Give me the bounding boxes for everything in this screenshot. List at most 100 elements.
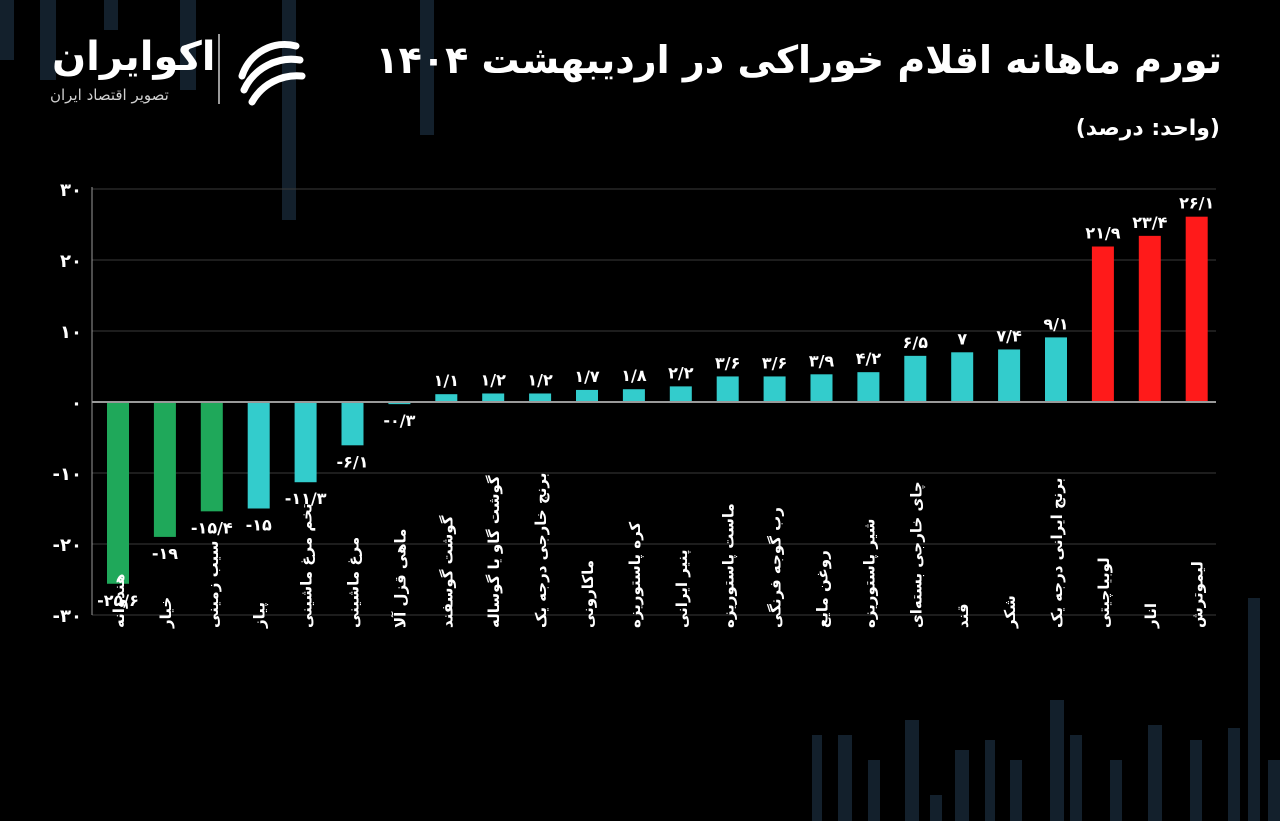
bar: [1091, 246, 1114, 402]
bar: [576, 389, 598, 402]
decor-bar: [1148, 725, 1162, 821]
bar-value-label: -۱۵/۴: [191, 518, 233, 537]
x-tick-label: کره پاستوریزه: [626, 522, 645, 628]
y-tick-label: -۲۰: [53, 535, 82, 556]
bar: [482, 393, 505, 402]
bar-value-label: -۱۹: [152, 544, 178, 563]
decor-bar: [1190, 740, 1202, 821]
decor-bar: [930, 795, 942, 821]
decor-bar: [812, 735, 822, 821]
bar-value-label: ۲۶/۱: [1179, 194, 1214, 213]
decor-bar: [1070, 735, 1082, 821]
chart-unit-label: (واحد: درصد): [1075, 116, 1220, 141]
decor-bar: [40, 0, 56, 80]
ecoiran-logo-icon: [238, 41, 306, 106]
decor-bar: [1228, 728, 1240, 821]
x-tick-label: خیار: [157, 597, 175, 629]
bar-value-label: ۳/۶: [715, 353, 740, 372]
bar-value-label: ۱/۸: [621, 366, 647, 385]
x-tick-label: ماکارونی: [579, 560, 597, 628]
bar: [200, 402, 223, 512]
bar: [388, 402, 411, 405]
decor-bar: [905, 720, 919, 821]
y-tick-label: ۱۰: [60, 322, 82, 343]
decor-bar: [1268, 760, 1280, 821]
bar: [435, 394, 458, 402]
bar-value-label: -۱۵: [246, 516, 272, 535]
bar: [153, 402, 176, 537]
x-tick-label: تخم مرغ ماشینی: [298, 503, 316, 628]
chart-value-labels: -۲۵/۶ -۱۹ -۱۵/۴ -۱۵ -۱۱/۳ -۶/۱ -۰/۳ ۱/۱ ۱/۲ ۱/۲ ۱/…: [97, 194, 1214, 610]
bar-value-label: ۹/۱: [1043, 314, 1068, 333]
bar-value-label: ۲۱/۹: [1085, 224, 1120, 243]
bar: [107, 402, 129, 584]
bar-value-label: -۶/۱: [336, 452, 368, 471]
bar: [1185, 216, 1208, 402]
bar-value-label: ۲/۲: [668, 363, 694, 382]
bar: [951, 352, 974, 402]
bar-value-label: -۲۵/۶: [97, 591, 139, 610]
bar-value-label: -۱۱/۳: [285, 489, 327, 508]
chart-gridlines: [92, 188, 1216, 616]
x-tick-label: ماست پاستوریزه: [720, 503, 739, 628]
bar-value-label: ۷/۴: [996, 326, 1022, 345]
bar-value-label: -۰/۳: [383, 411, 415, 430]
x-tick-label: لیموترش: [1189, 561, 1207, 628]
bar: [998, 349, 1021, 402]
bar-value-label: ۳/۹: [809, 351, 835, 370]
y-tick-label: ۳۰: [60, 180, 82, 201]
x-tick-label: هندوانه: [110, 574, 128, 628]
bar-value-label: ۱/۷: [574, 367, 600, 386]
bar: [294, 402, 317, 483]
chart-x-axis: هندوانه خیار سیب زمینی پیاز تخم مرغ ماشینی مر…: [110, 473, 1207, 629]
y-tick-label: -۳۰: [53, 606, 82, 627]
bar-value-label: ۴/۲: [856, 349, 882, 368]
x-tick-label: مرغ ماشینی: [345, 537, 363, 628]
brand-name: اکوایران: [52, 34, 216, 80]
decor-bar: [838, 735, 852, 821]
decor-bar: [104, 0, 118, 30]
x-tick-label: پیاز: [251, 602, 270, 629]
bar: [669, 386, 692, 402]
bar: [904, 355, 927, 402]
decor-bar: [1010, 760, 1022, 821]
bar: [341, 402, 364, 446]
bar: [1138, 235, 1161, 402]
x-tick-label: سیب زمینی: [204, 541, 222, 628]
x-tick-label: ماهی قزل آلا: [391, 529, 409, 628]
brand-divider: [218, 34, 220, 104]
x-tick-label: برنج خارجی درجه یک: [532, 473, 550, 628]
decor-bar: [282, 0, 296, 220]
bar-value-label: ۶/۵: [903, 333, 929, 352]
decor-bar: [0, 0, 14, 60]
bar: [247, 402, 270, 509]
bar: [529, 393, 552, 402]
decor-bar: [985, 740, 995, 821]
decor-bar: [1050, 700, 1064, 821]
bar: [622, 389, 645, 402]
bar-value-label: ۱/۲: [527, 370, 553, 389]
bar-value-label: ۱/۱: [434, 371, 459, 390]
chart-title: تورم ماهانه اقلام خوراکی در اردیبهشت ۱۴۰…: [375, 38, 1222, 82]
x-tick-label: برنج ایرانی درجه یک: [1048, 478, 1066, 628]
decor-bar: [1248, 598, 1260, 821]
decor-bar: [180, 0, 196, 90]
x-tick-label: رب گوجه فرنگی: [767, 507, 785, 628]
bar: [763, 376, 786, 402]
x-tick-label: انار: [1142, 603, 1160, 629]
bar: [857, 372, 880, 402]
bar: [716, 376, 739, 402]
brand-tagline: تصویر اقتصاد ایران: [50, 86, 169, 104]
bar: [1045, 337, 1067, 402]
y-tick-label: ۲۰: [60, 251, 82, 272]
bar-value-label: ۷: [957, 329, 967, 348]
y-tick-label: -۱۰: [53, 464, 82, 485]
bar-value-label: ۱/۲: [481, 370, 507, 389]
x-tick-label: قند: [954, 603, 972, 628]
decor-bar: [1110, 760, 1122, 821]
x-tick-label: گوشت گاو یا گوساله: [485, 475, 503, 628]
x-tick-label: شیر پاستوریزه: [860, 519, 879, 628]
chart-bars: [92, 216, 1216, 584]
